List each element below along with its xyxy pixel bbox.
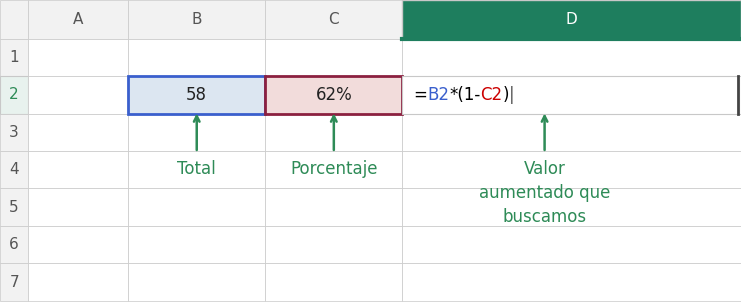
Bar <box>0 0 28 39</box>
Bar <box>128 76 265 114</box>
Text: C: C <box>328 12 339 27</box>
Bar <box>28 39 128 76</box>
Bar <box>128 151 265 188</box>
Text: ): ) <box>502 86 509 104</box>
Bar <box>0 114 28 151</box>
Text: 5: 5 <box>10 200 19 215</box>
Bar <box>402 263 741 301</box>
Text: D: D <box>566 12 577 27</box>
Bar <box>265 0 402 39</box>
Bar <box>402 114 741 151</box>
Bar <box>402 76 741 114</box>
Bar <box>28 263 128 301</box>
Bar <box>128 0 265 39</box>
Bar <box>128 76 265 114</box>
Bar <box>265 263 402 301</box>
Bar <box>402 0 741 39</box>
Bar <box>402 76 741 114</box>
Bar <box>28 76 128 114</box>
Bar <box>128 263 265 301</box>
Text: 7: 7 <box>10 275 19 290</box>
Bar <box>265 188 402 226</box>
Bar <box>0 151 28 188</box>
Bar <box>128 226 265 263</box>
Bar <box>128 188 265 226</box>
Text: C2: C2 <box>481 86 502 104</box>
Text: Total: Total <box>177 160 216 178</box>
Bar <box>28 0 128 39</box>
Bar <box>265 226 402 263</box>
Bar <box>0 76 28 114</box>
Text: Valor
aumentado que
buscamos: Valor aumentado que buscamos <box>479 160 611 226</box>
Bar <box>128 114 265 151</box>
Bar <box>28 226 128 263</box>
Text: 2: 2 <box>10 87 19 102</box>
Text: 3: 3 <box>9 125 19 140</box>
Text: =: = <box>413 86 428 104</box>
Text: 4: 4 <box>10 162 19 177</box>
Text: Porcentaje: Porcentaje <box>290 160 378 178</box>
Bar <box>0 39 28 76</box>
Bar <box>28 188 128 226</box>
Bar <box>265 76 402 114</box>
Bar <box>128 39 265 76</box>
Text: |: | <box>509 86 515 104</box>
Bar <box>265 151 402 188</box>
Text: 1: 1 <box>10 50 19 65</box>
Bar <box>265 114 402 151</box>
Bar <box>0 263 28 301</box>
Bar <box>0 188 28 226</box>
Bar <box>402 39 741 76</box>
Bar <box>265 39 402 76</box>
Bar <box>402 151 741 188</box>
Text: B: B <box>191 12 202 27</box>
Bar <box>402 188 741 226</box>
Text: 62%: 62% <box>316 86 352 104</box>
Bar <box>28 114 128 151</box>
Bar <box>265 76 402 114</box>
Text: B2: B2 <box>428 86 449 104</box>
Bar <box>28 151 128 188</box>
Bar <box>0 226 28 263</box>
Bar <box>402 226 741 263</box>
Text: 6: 6 <box>9 237 19 252</box>
Text: A: A <box>73 12 84 27</box>
Text: 58: 58 <box>186 86 207 104</box>
Text: *(1-: *(1- <box>449 86 481 104</box>
